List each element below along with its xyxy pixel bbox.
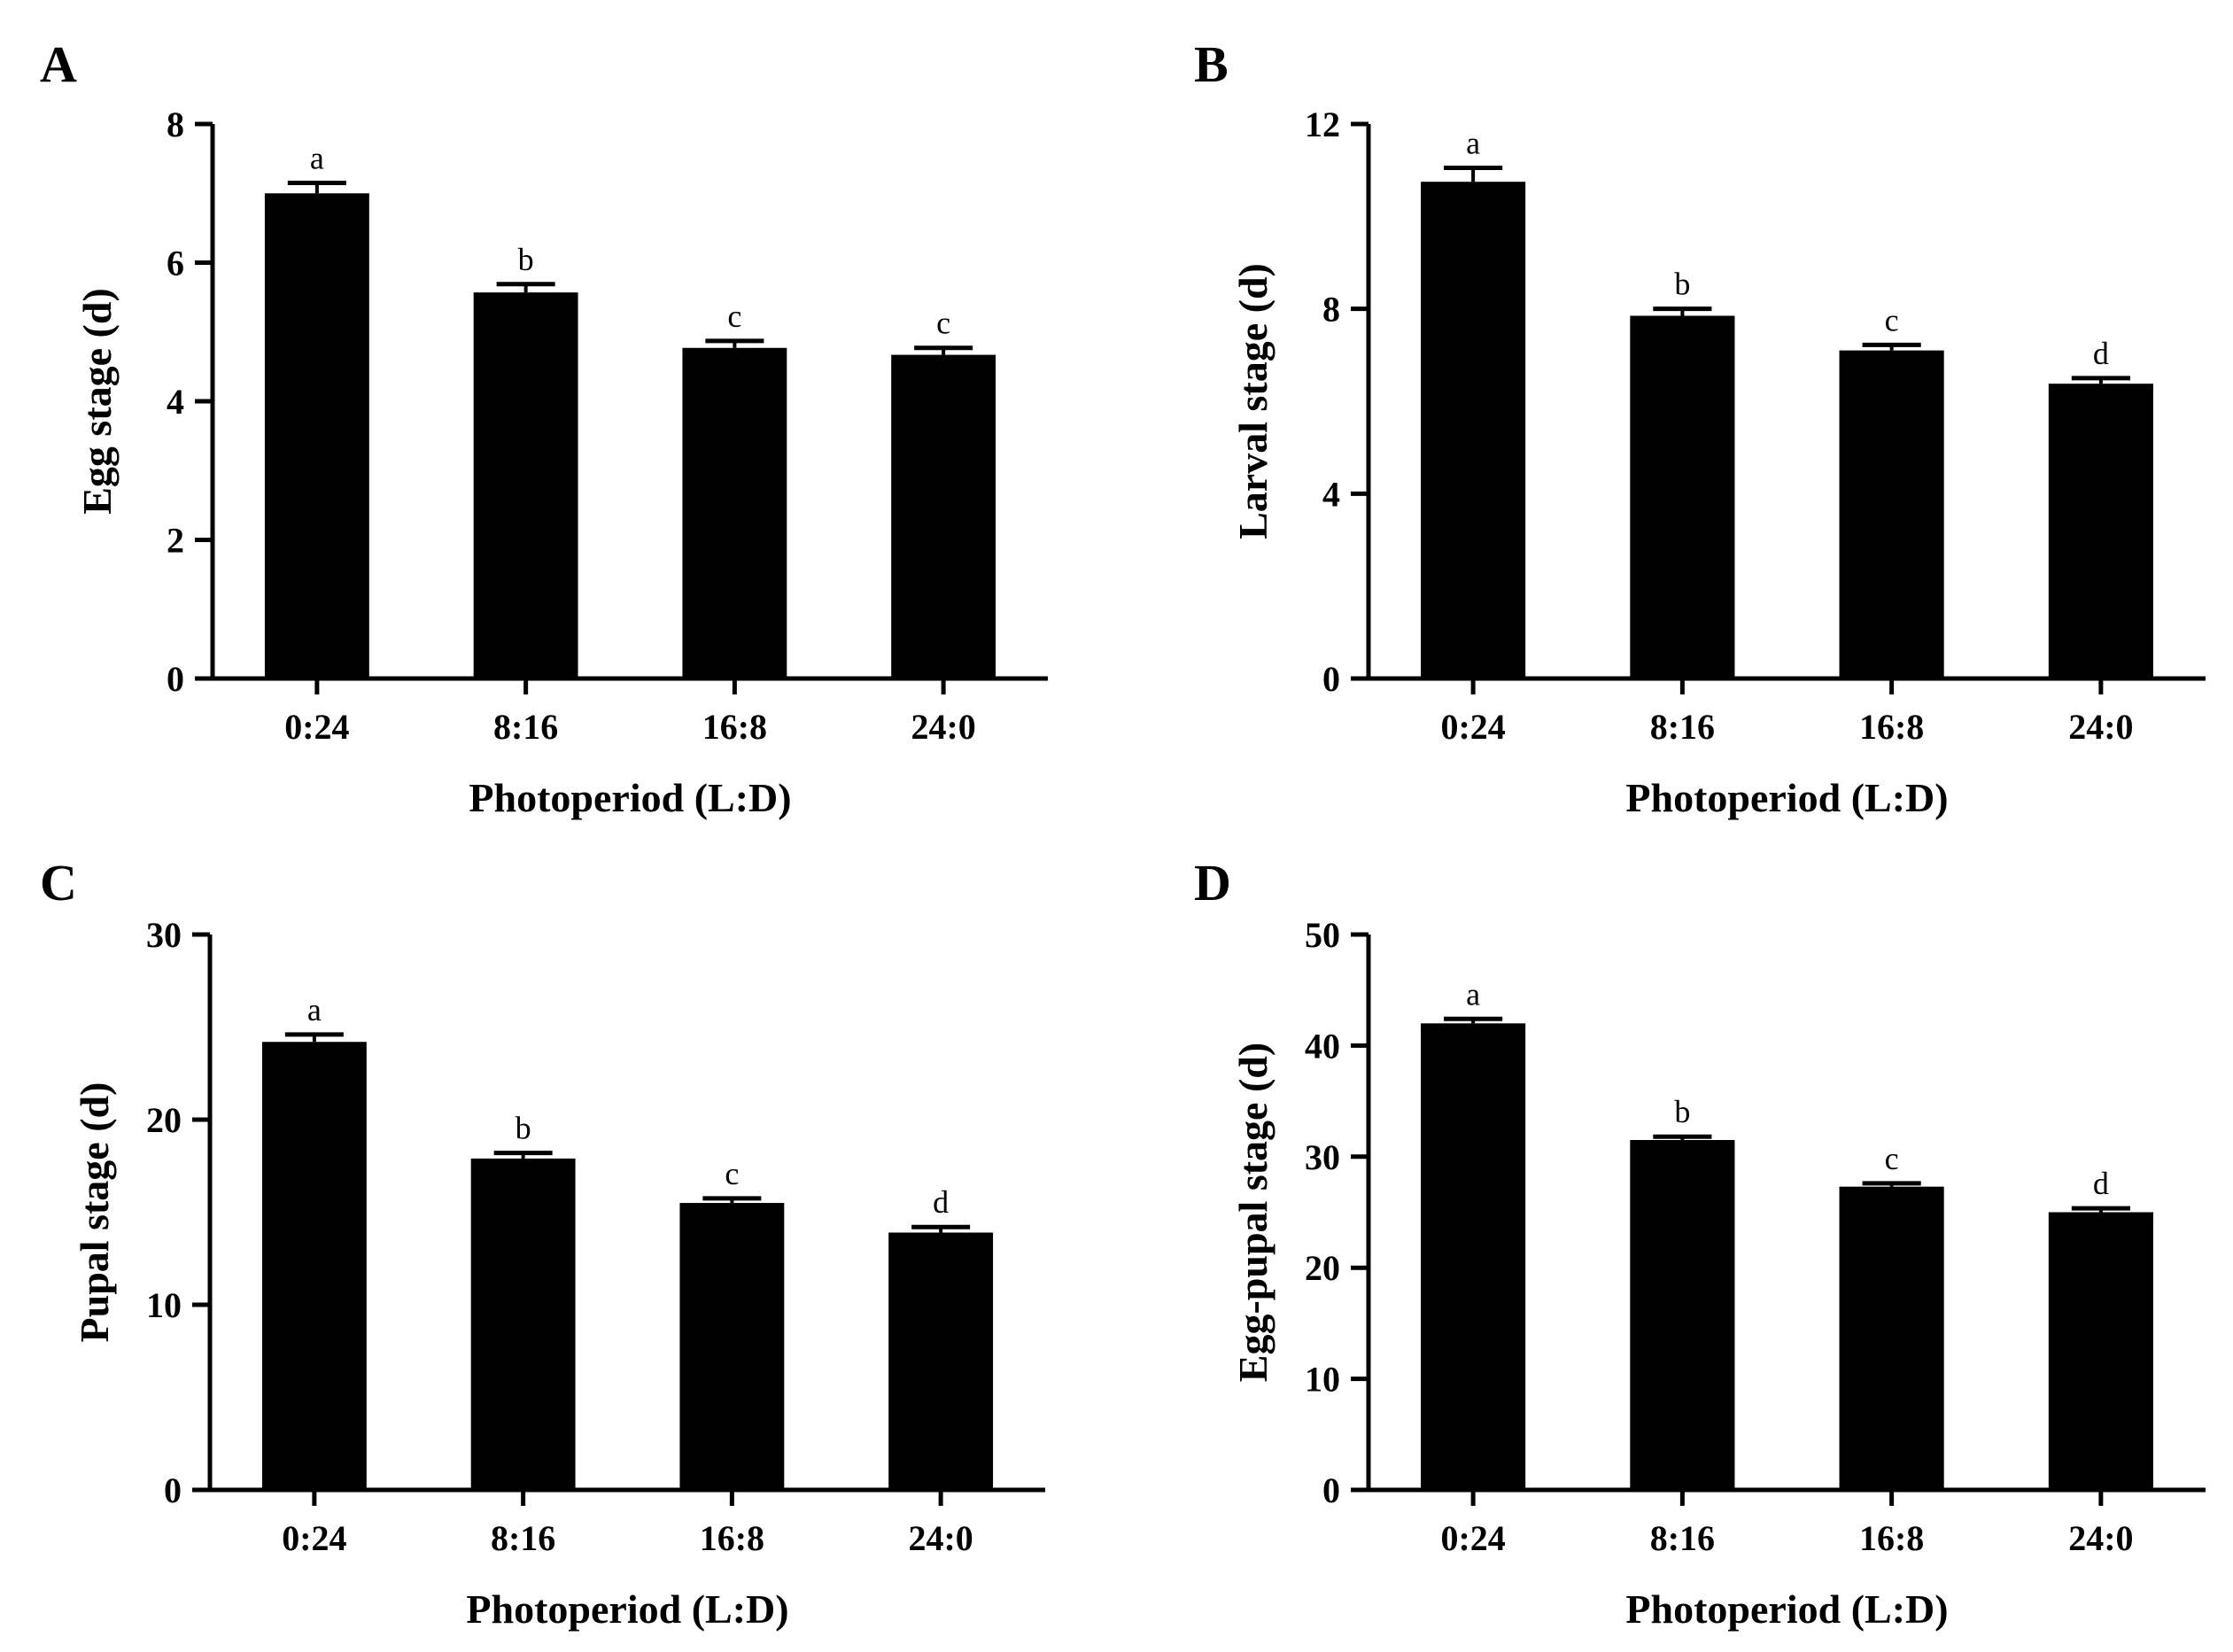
panel-letter: C	[40, 854, 77, 911]
y-tick-label: 4	[1322, 474, 1340, 514]
significance-label: c	[727, 299, 741, 334]
significance-label: a	[310, 141, 324, 176]
bar	[2048, 384, 2153, 679]
bar	[1630, 1139, 1735, 1490]
x-axis-title: Photoperiod (L:D)	[1625, 1586, 1948, 1632]
y-tick-label: 6	[167, 244, 184, 283]
significance-label: b	[1674, 267, 1690, 302]
significance-label: b	[518, 242, 534, 277]
y-axis-title: Egg-pupal stage (d)	[1230, 1043, 1275, 1382]
y-tick-label: 20	[146, 1100, 182, 1140]
x-tick-label: 0:24	[284, 707, 349, 747]
x-tick-label: 16:8	[702, 707, 767, 747]
y-tick-label: 20	[1305, 1248, 1340, 1288]
x-tick-label: 8:16	[1650, 707, 1715, 747]
x-tick-label: 0:24	[282, 1518, 346, 1558]
bar	[891, 354, 996, 679]
y-tick-label: 2	[167, 521, 184, 561]
bar	[473, 292, 578, 679]
x-tick-label: 16:8	[700, 1518, 764, 1558]
y-tick-label: 4	[167, 382, 184, 422]
x-tick-label: 24:0	[911, 707, 975, 747]
significance-label: b	[1674, 1094, 1690, 1129]
x-tick-label: 8:16	[491, 1518, 555, 1558]
panel-letter: D	[1194, 854, 1231, 911]
x-tick-label: 16:8	[1859, 707, 1924, 747]
bar	[1630, 315, 1735, 679]
y-tick-label: 0	[164, 1470, 182, 1510]
significance-label: a	[307, 992, 322, 1028]
significance-label: a	[1466, 126, 1480, 161]
x-tick-label: 8:16	[493, 707, 558, 747]
x-tick-label: 0:24	[1440, 1518, 1505, 1558]
bar	[264, 193, 369, 679]
bar	[1421, 182, 1526, 679]
y-tick-label: 0	[167, 659, 184, 699]
significance-label: d	[933, 1184, 949, 1220]
y-tick-label: 30	[1305, 1137, 1340, 1177]
x-axis-title: Photoperiod (L:D)	[466, 1586, 788, 1632]
significance-label: c	[1885, 302, 1899, 337]
significance-label: c	[1885, 1141, 1899, 1176]
bar	[1839, 350, 1944, 679]
significance-label: a	[1466, 976, 1480, 1012]
y-tick-label: 0	[1322, 659, 1340, 699]
y-tick-label: 8	[1322, 290, 1340, 330]
x-tick-label: 16:8	[1859, 1518, 1924, 1558]
panel-b: B 0 4 8 12 a 0:24 b 8:16 c 16:8 d 24:0 Photoperiod (L…	[1194, 35, 2206, 820]
y-tick-label: 50	[1305, 915, 1340, 955]
y-tick-label: 10	[146, 1285, 182, 1325]
panel-c: C 0 10 20 30 a 0:24 b 8:16 c 16:8 d 24:0 Photoperiod …	[40, 854, 1045, 1632]
significance-label: c	[936, 306, 950, 341]
bar	[261, 1042, 367, 1490]
bar	[682, 347, 787, 679]
bar	[888, 1232, 994, 1490]
bar	[470, 1158, 576, 1490]
x-tick-label: 24:0	[908, 1518, 973, 1558]
y-tick-label: 12	[1305, 105, 1340, 144]
x-axis-title: Photoperiod (L:D)	[469, 775, 791, 820]
x-tick-label: 24:0	[2068, 1518, 2133, 1558]
significance-label: b	[516, 1111, 531, 1146]
bar	[1421, 1023, 1526, 1490]
y-tick-label: 10	[1305, 1360, 1340, 1400]
y-tick-label: 40	[1305, 1026, 1340, 1066]
bar	[679, 1203, 785, 1490]
y-axis-title: Pupal stage (d)	[72, 1082, 117, 1343]
x-tick-label: 8:16	[1650, 1518, 1715, 1558]
panel-letter: A	[40, 35, 77, 93]
x-tick-label: 0:24	[1440, 707, 1505, 747]
significance-label: c	[725, 1156, 739, 1191]
panel-a: A 0 2 4 6 8 a 0:24 b 8:16 c 16:8 c 24:0 Photoperiod (L…	[40, 35, 1048, 820]
bar	[2048, 1212, 2153, 1490]
y-axis-title: Larval stage (d)	[1230, 263, 1275, 539]
y-tick-label: 30	[146, 915, 182, 955]
x-tick-label: 24:0	[2068, 707, 2133, 747]
significance-label: d	[2093, 336, 2109, 371]
significance-label: d	[2093, 1166, 2109, 1201]
bar	[1839, 1186, 1944, 1490]
y-tick-label: 8	[167, 105, 184, 144]
y-tick-label: 0	[1322, 1470, 1340, 1510]
panel-d: D 0 10 20 30 40 50 a 0:24 b 8:16 c 16:8 d 24:0 Photoper…	[1194, 854, 2206, 1632]
x-axis-title: Photoperiod (L:D)	[1625, 775, 1948, 820]
y-axis-title: Egg stage (d)	[74, 288, 120, 515]
panel-letter: B	[1194, 35, 1229, 93]
